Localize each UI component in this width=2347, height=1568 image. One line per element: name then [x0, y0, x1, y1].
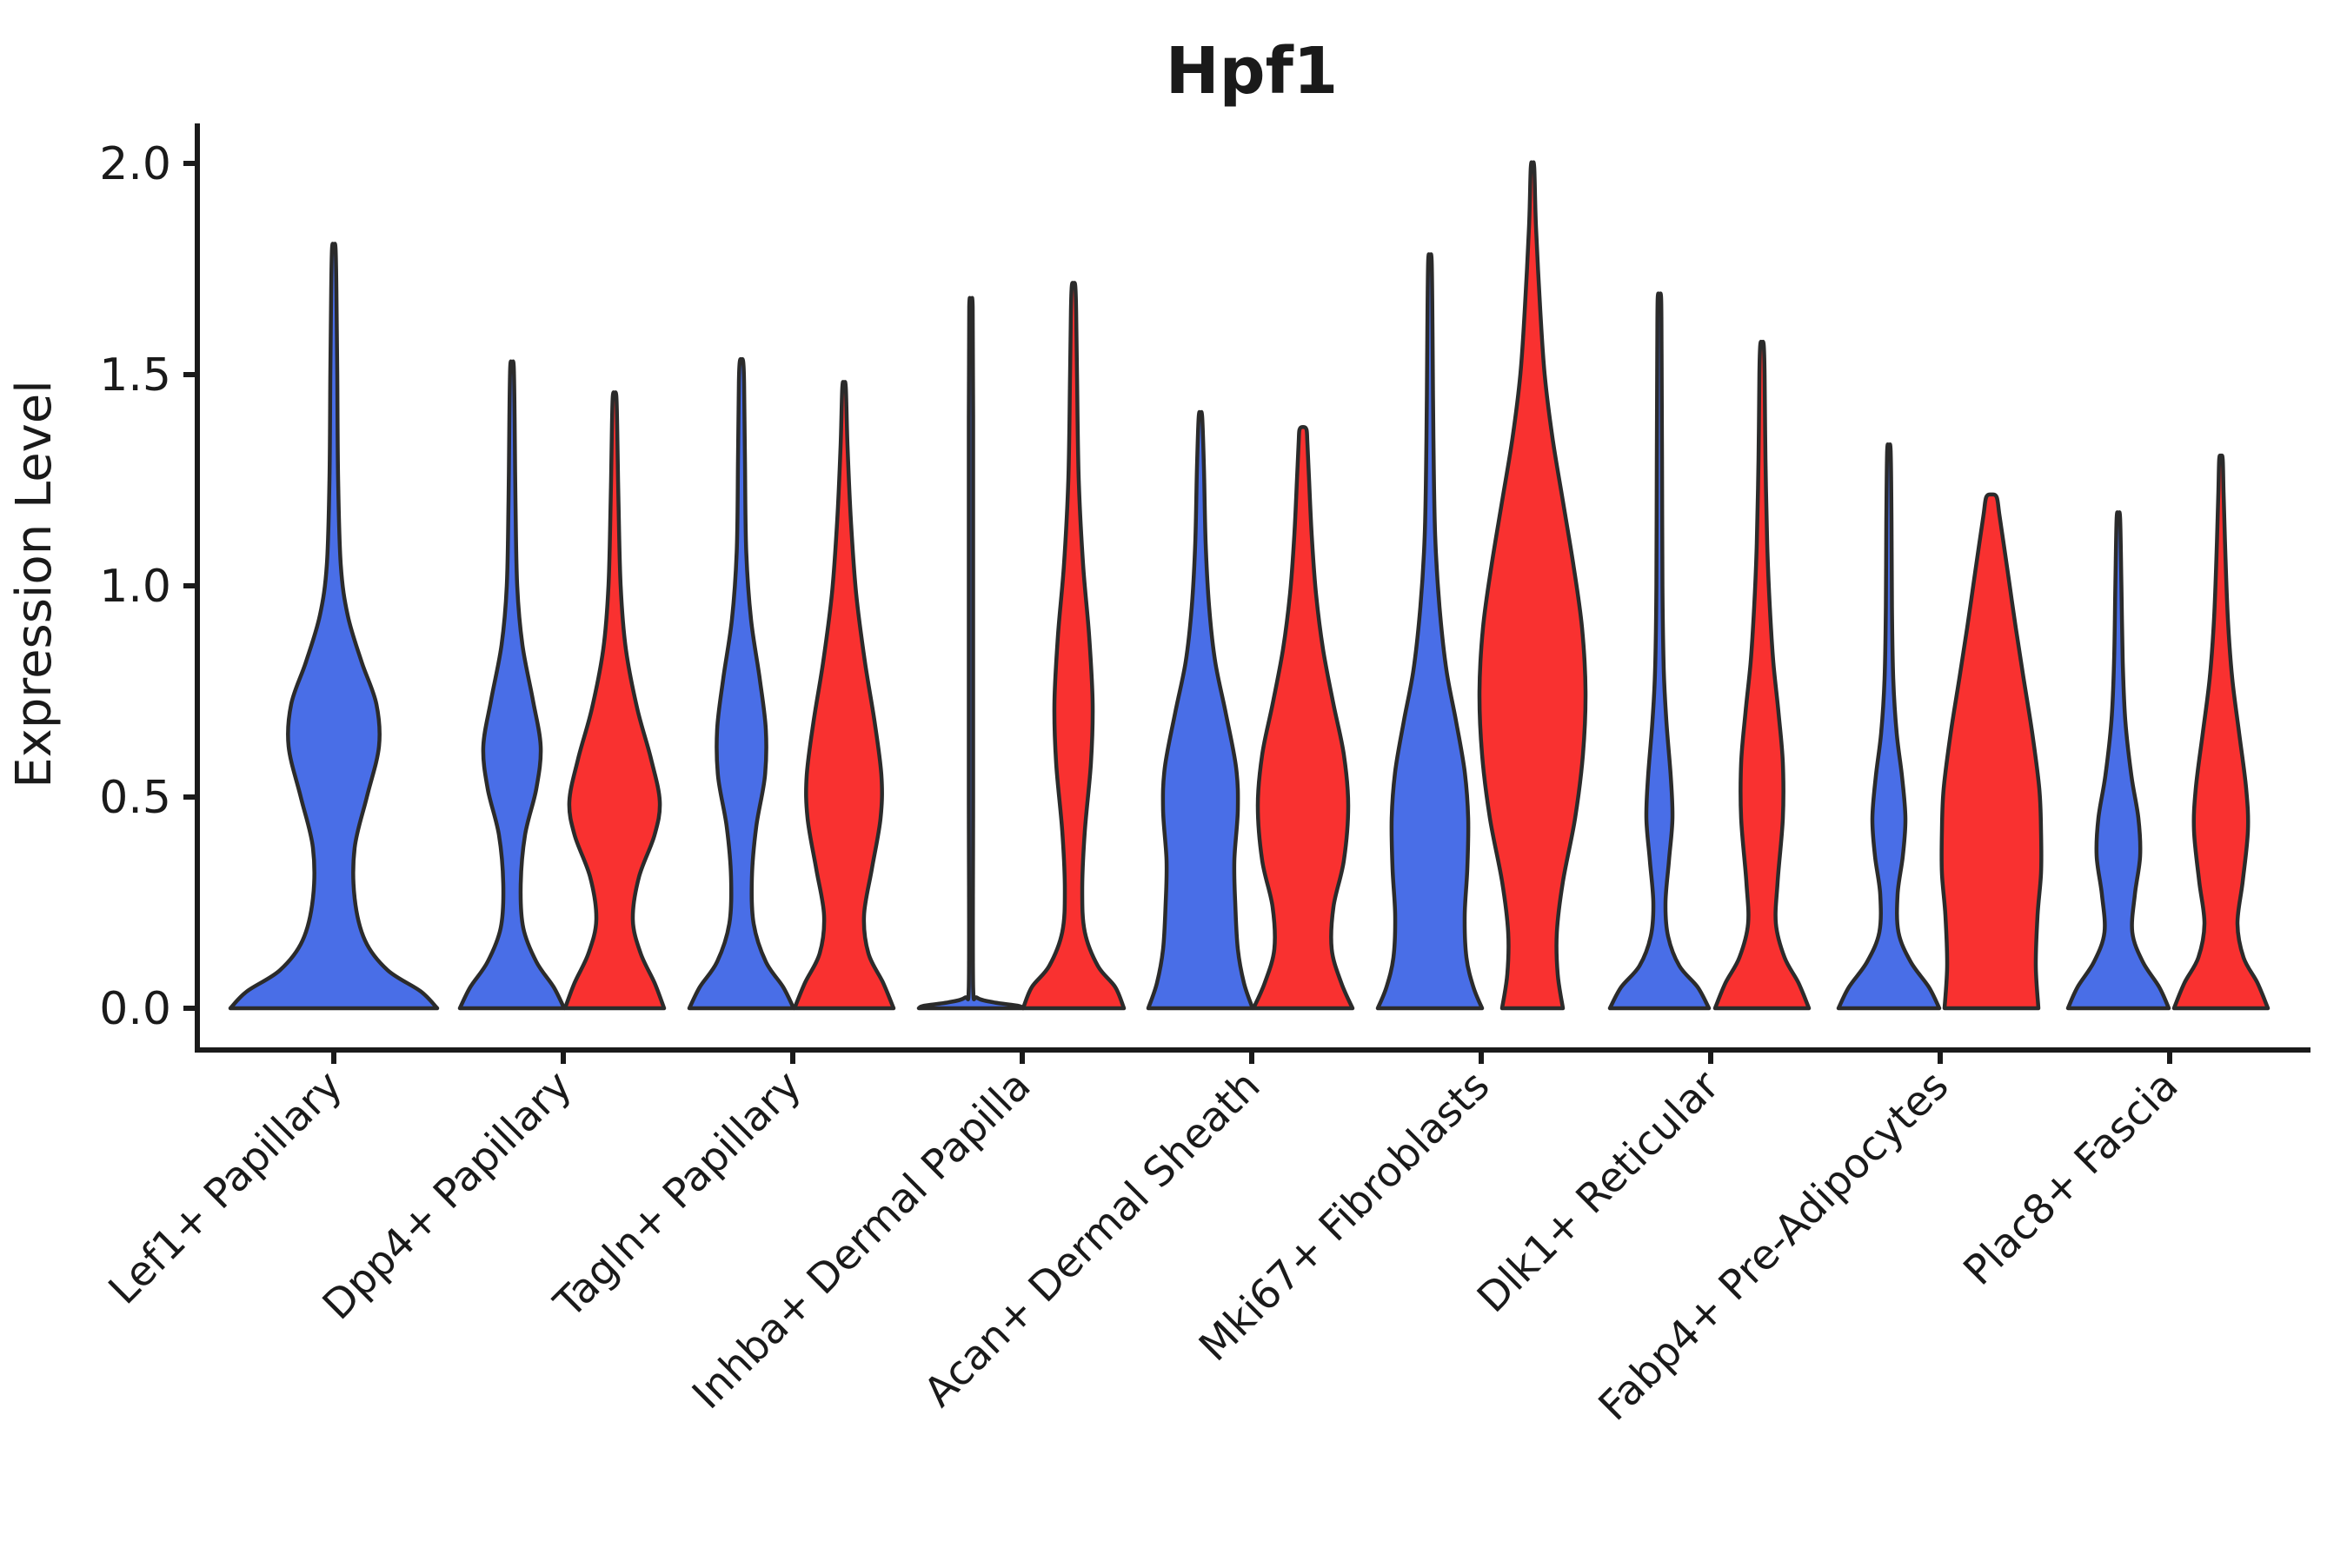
violin-inhba+-condition-blue	[916, 296, 1026, 1011]
violin-fabp4+-condition-red	[1939, 492, 2044, 1011]
y-tick-label: 0.5	[99, 772, 171, 824]
y-axis-label: Expression Level	[6, 380, 63, 788]
y-tick-label: 1.5	[99, 349, 171, 402]
violin-dlk1+-condition-red	[1712, 339, 1812, 1011]
y-tick-label: 2.0	[99, 138, 171, 190]
violin-dpp4+-condition-blue	[457, 359, 567, 1011]
y-tick-label: 1.0	[99, 561, 171, 613]
axis-layer	[183, 123, 2310, 1064]
violin-tagln+-condition-blue	[687, 356, 796, 1011]
violin-acan+-condition-red	[1251, 424, 1355, 1011]
violin-lef1+-condition-blue	[228, 242, 440, 1011]
violin-acan+-condition-blue	[1146, 409, 1255, 1011]
y-tick-label: 0.0	[99, 983, 171, 1035]
violin-layer	[228, 160, 2271, 1011]
chart-title: Hpf1	[1166, 34, 1339, 109]
violin-plac8+-condition-red	[2171, 453, 2271, 1011]
violin-dpp4+-condition-red	[562, 390, 667, 1011]
violin-plac8+-condition-blue	[2065, 510, 2171, 1011]
violin-fabp4+-condition-blue	[1836, 442, 1942, 1011]
violin-mki67+-condition-red	[1477, 160, 1588, 1011]
violin-inhba+-condition-red	[1021, 281, 1127, 1011]
violin-dlk1+-condition-blue	[1607, 291, 1712, 1011]
violin-tagln+-condition-red	[792, 380, 896, 1011]
violin-mki67+-condition-blue	[1375, 252, 1485, 1011]
